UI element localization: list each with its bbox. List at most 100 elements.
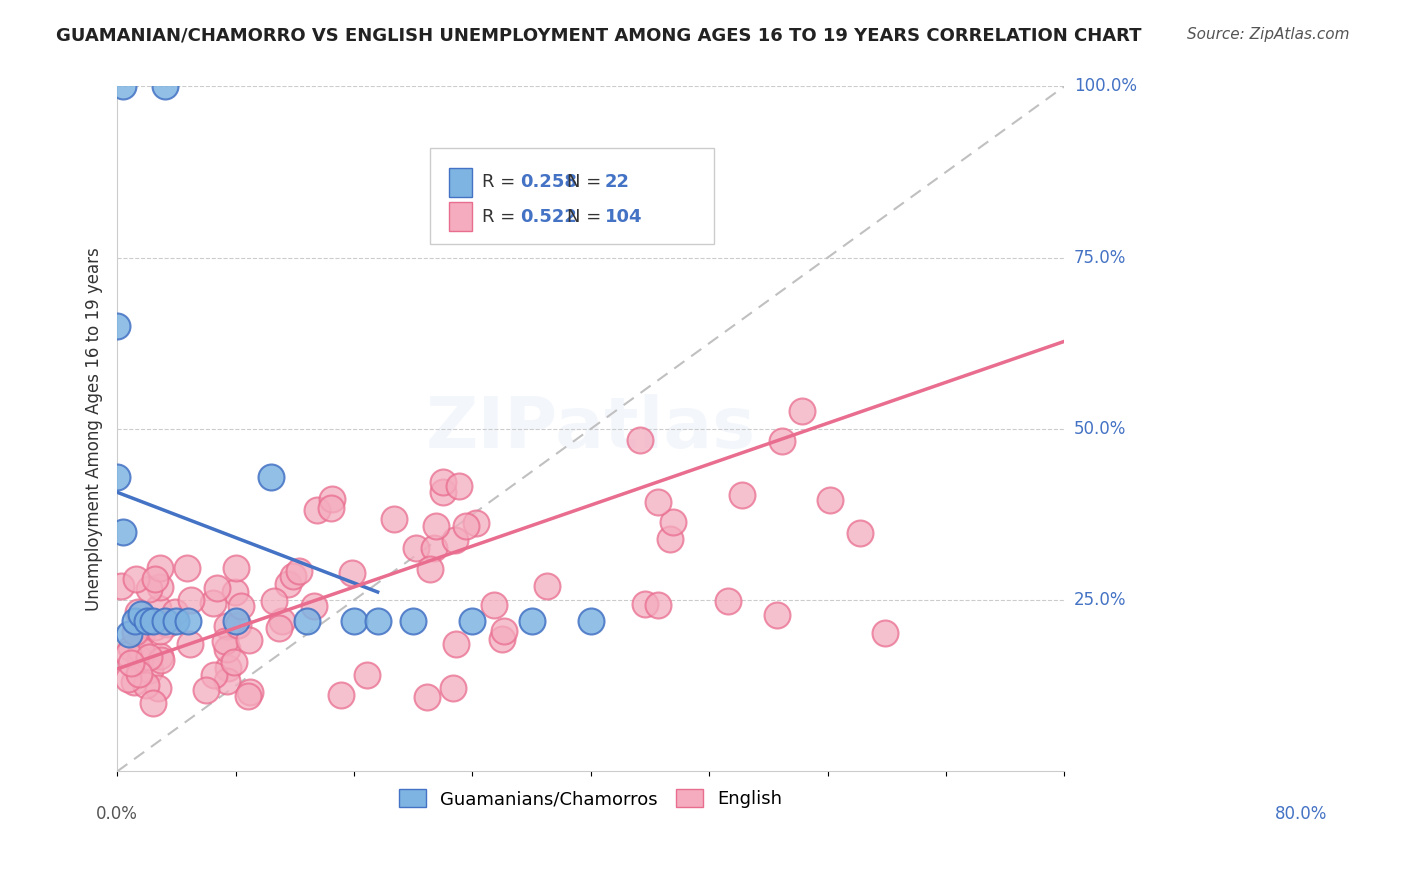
Point [432,484,454,499]
Point [229,599,252,613]
Point [491,632,513,646]
Point [419,562,441,576]
Point [180,592,202,607]
Point [494,624,516,639]
Point [820,492,842,507]
Text: 25.0%: 25.0% [1074,591,1126,609]
Point [222,655,245,669]
Text: 50.0%: 50.0% [1074,420,1126,438]
Point [461,614,484,628]
Point [236,690,259,704]
Point [142,696,165,710]
Point [128,667,150,681]
Point [1289,128,1312,142]
FancyBboxPatch shape [430,148,714,244]
Point [267,621,290,635]
Point [367,614,389,628]
Point [449,479,471,493]
Point [238,633,260,648]
Text: 75.0%: 75.0% [1074,249,1126,267]
Point [307,503,329,517]
Point [165,614,187,628]
Point [658,532,681,546]
Point [225,561,247,575]
Point [179,637,201,651]
Point [105,470,128,484]
Text: GUAMANIAN/CHAMORRO VS ENGLISH UNEMPLOYMENT AMONG AGES 16 TO 19 YEARS CORRELATION: GUAMANIAN/CHAMORRO VS ENGLISH UNEMPLOYME… [56,27,1142,45]
Point [1289,123,1312,137]
Point [177,614,200,628]
Text: ZIPatlas: ZIPatlas [426,394,756,464]
Point [149,652,172,666]
Point [117,673,139,687]
Point [260,470,283,484]
Point [873,625,896,640]
Point [415,690,437,704]
Text: R =: R = [482,208,520,226]
Point [225,614,247,628]
Point [139,663,162,677]
Point [202,668,225,682]
Point [105,319,128,334]
Point [464,516,486,530]
Point [402,614,425,628]
Point [731,488,754,502]
Point [112,524,135,539]
Point [149,648,172,663]
Point [484,598,506,612]
Text: 0.522: 0.522 [520,208,576,226]
Point [118,627,141,641]
Point [634,597,657,611]
FancyBboxPatch shape [449,168,472,197]
Point [143,572,166,586]
Point [125,572,148,586]
Point [146,681,169,696]
Point [112,79,135,94]
Legend: Guamanians/Chamorros, English: Guamanians/Chamorros, English [389,780,792,817]
Point [1289,215,1312,229]
Point [792,404,814,418]
Point [662,515,685,529]
Point [156,616,179,631]
Point [432,475,454,489]
Point [443,533,465,548]
Point [717,594,740,608]
Point [217,660,239,674]
Point [343,614,366,628]
Point [195,683,218,698]
Point [120,641,142,656]
Point [129,643,152,657]
Text: N =: N = [567,208,607,226]
Point [1289,142,1312,156]
Point [110,579,132,593]
Text: 104: 104 [605,208,643,226]
Text: 0.258: 0.258 [520,173,576,192]
Point [321,491,343,506]
Y-axis label: Unemployment Among Ages 16 to 19 years: Unemployment Among Ages 16 to 19 years [86,247,103,611]
Point [153,79,176,94]
Point [441,681,464,696]
Point [425,519,447,533]
Point [295,614,318,628]
Point [224,585,246,599]
Point [205,581,228,595]
Point [271,614,294,628]
Point [444,637,467,651]
Point [304,599,326,613]
Point [165,605,187,619]
Point [149,560,172,574]
Point [520,614,543,628]
Point [122,675,145,690]
Point [1289,136,1312,151]
Text: 22: 22 [605,173,630,192]
Point [129,607,152,621]
Point [766,607,789,622]
Point [382,511,405,525]
Point [135,678,157,692]
Point [628,433,651,447]
Point [647,598,669,612]
Point [149,624,172,639]
Point [1289,245,1312,260]
Point [138,649,160,664]
Point [148,601,170,615]
